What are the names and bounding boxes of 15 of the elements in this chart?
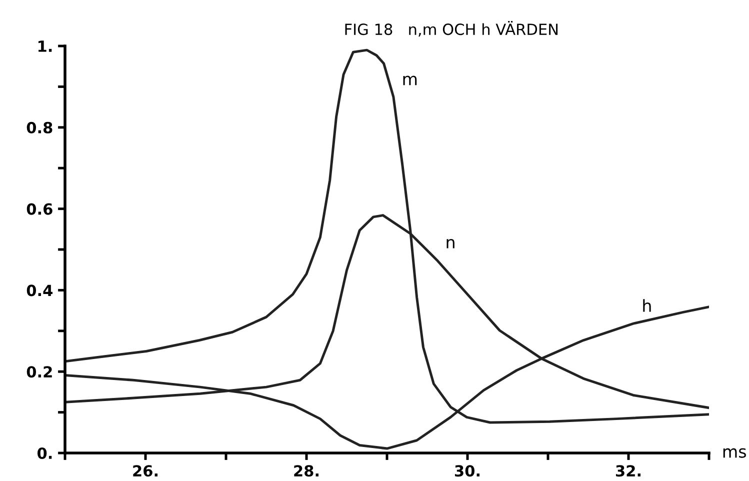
x-tick-label: 30. <box>454 465 480 477</box>
y-tick-label: 0.2 <box>26 366 52 378</box>
series-label: n <box>446 238 454 248</box>
y-tick-label: 0.6 <box>26 203 52 215</box>
x-tick-label: 32. <box>616 465 640 477</box>
y-tick-label: 0.8 <box>26 122 52 134</box>
x-axis-title: ms <box>723 448 746 458</box>
series-label: h <box>643 299 651 312</box>
series-label: m <box>403 76 417 86</box>
y-tick-label: 0.4 <box>26 284 52 296</box>
chart-title: FIG 18 n,m OCH h VÄRDEN <box>345 20 558 37</box>
y-tick-label: 0. <box>37 447 52 460</box>
y-tick-label: 1. <box>38 40 52 52</box>
x-tick-label: 26. <box>133 465 158 477</box>
x-tick-label: 28. <box>294 465 318 477</box>
